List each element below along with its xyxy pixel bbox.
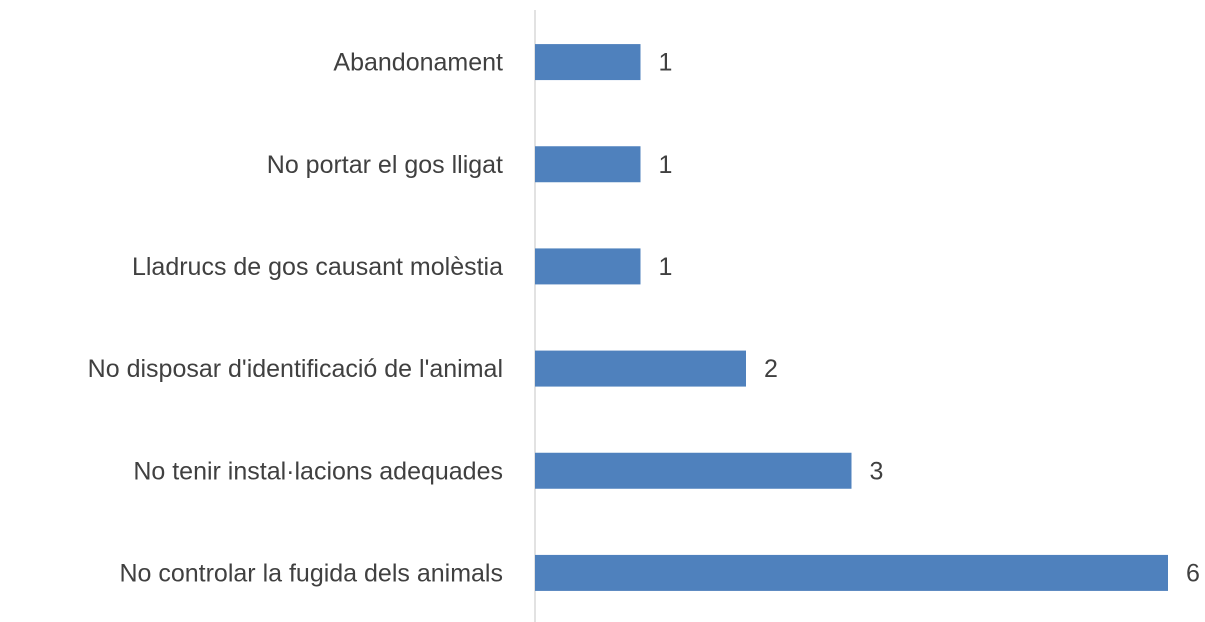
- bar: [535, 554, 1168, 591]
- data-label: 1: [659, 151, 673, 179]
- bar: [535, 248, 641, 285]
- data-label: 3: [870, 457, 884, 485]
- bar: [535, 44, 641, 81]
- y-tick-label: No tenir instal·lacions adequades: [133, 457, 503, 485]
- y-tick-label: No controlar la fugida dels animals: [119, 560, 503, 588]
- y-tick-label: No disposar d'identificació de l'animal: [88, 355, 503, 383]
- bar: [535, 452, 852, 489]
- y-tick-label: Lladrucs de gos causant molèstia: [132, 253, 503, 281]
- data-label: 1: [659, 253, 673, 281]
- y-tick-label: No portar el gos lligat: [267, 151, 503, 179]
- data-label: 2: [764, 355, 778, 383]
- bar: [535, 146, 641, 183]
- y-tick-label: Abandonament: [333, 49, 503, 77]
- data-label: 1: [659, 49, 673, 77]
- bar: [535, 350, 746, 387]
- data-label: 6: [1186, 560, 1200, 588]
